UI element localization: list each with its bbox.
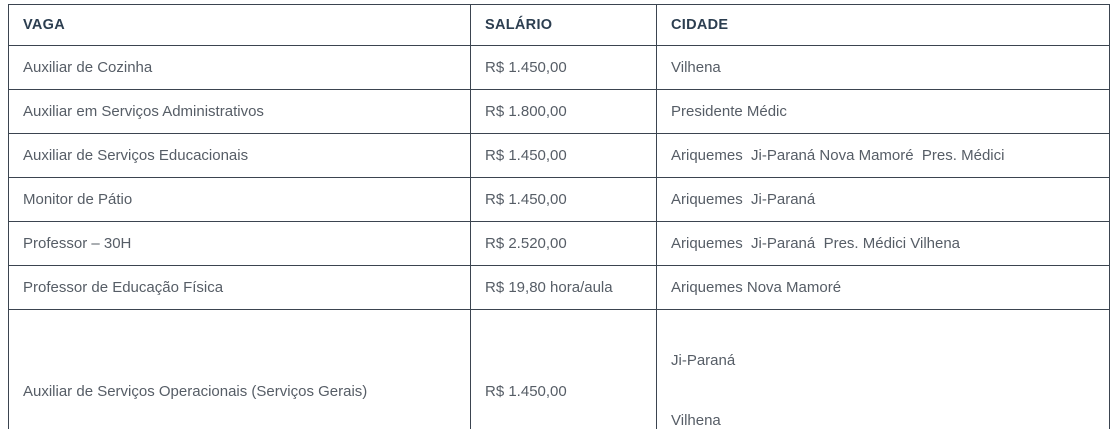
table-row: Professor de Educação Física R$ 19,80 ho… [8, 265, 1110, 310]
cell-vaga: Monitor de Pátio [8, 177, 471, 222]
cell-salario: R$ 1.450,00 [470, 45, 657, 90]
cell-salario: R$ 1.800,00 [470, 89, 657, 134]
column-header-vaga: VAGA [8, 4, 471, 46]
cell-cidade: Ji-Paraná Vilhena [656, 309, 1110, 429]
cell-cidade: Vilhena [656, 45, 1110, 90]
cell-cidade: Ariquemes Ji-Paraná Pres. Médici Vilhena [656, 221, 1110, 266]
cell-salario: R$ 1.450,00 [470, 133, 657, 178]
cell-cidade: Ariquemes Nova Mamoré [656, 265, 1110, 310]
table-header: VAGA SALÁRIO CIDADE [8, 4, 1110, 46]
column-header-salario: SALÁRIO [470, 4, 657, 46]
jobs-table: VAGA SALÁRIO CIDADE Auxiliar de Cozinha … [8, 4, 1110, 429]
table-row: Auxiliar de Serviços Educacionais R$ 1.4… [8, 133, 1110, 178]
cell-cidade: Ariquemes Ji-Paraná Nova Mamoré Pres. Mé… [656, 133, 1110, 178]
column-header-cidade: CIDADE [656, 4, 1110, 46]
table-row: Monitor de Pátio R$ 1.450,00 Ariquemes J… [8, 177, 1110, 222]
cidade-line: Vilhena [671, 412, 721, 429]
table-row: Auxiliar em Serviços Administrativos R$ … [8, 89, 1110, 134]
cidade-line: Ji-Paraná [671, 352, 736, 369]
header-row: VAGA SALÁRIO CIDADE [8, 4, 1110, 46]
cell-salario: R$ 1.450,00 [470, 309, 657, 429]
cell-vaga: Auxiliar em Serviços Administrativos [8, 89, 471, 134]
cell-vaga: Auxiliar de Serviços Operacionais (Servi… [8, 309, 471, 429]
table-row: Auxiliar de Serviços Operacionais (Servi… [8, 309, 1110, 429]
table-body: Auxiliar de Cozinha R$ 1.450,00 Vilhena … [8, 45, 1110, 429]
cell-vaga: Professor – 30H [8, 221, 471, 266]
cell-salario: R$ 19,80 hora/aula [470, 265, 657, 310]
cell-cidade: Presidente Médic [656, 89, 1110, 134]
cell-salario: R$ 1.450,00 [470, 177, 657, 222]
cell-vaga: Auxiliar de Serviços Educacionais [8, 133, 471, 178]
table-row: Professor – 30H R$ 2.520,00 Ariquemes Ji… [8, 221, 1110, 266]
table-row: Auxiliar de Cozinha R$ 1.450,00 Vilhena [8, 45, 1110, 90]
cell-salario: R$ 2.520,00 [470, 221, 657, 266]
cell-vaga: Professor de Educação Física [8, 265, 471, 310]
cell-vaga: Auxiliar de Cozinha [8, 45, 471, 90]
cell-cidade: Ariquemes Ji-Paraná [656, 177, 1110, 222]
